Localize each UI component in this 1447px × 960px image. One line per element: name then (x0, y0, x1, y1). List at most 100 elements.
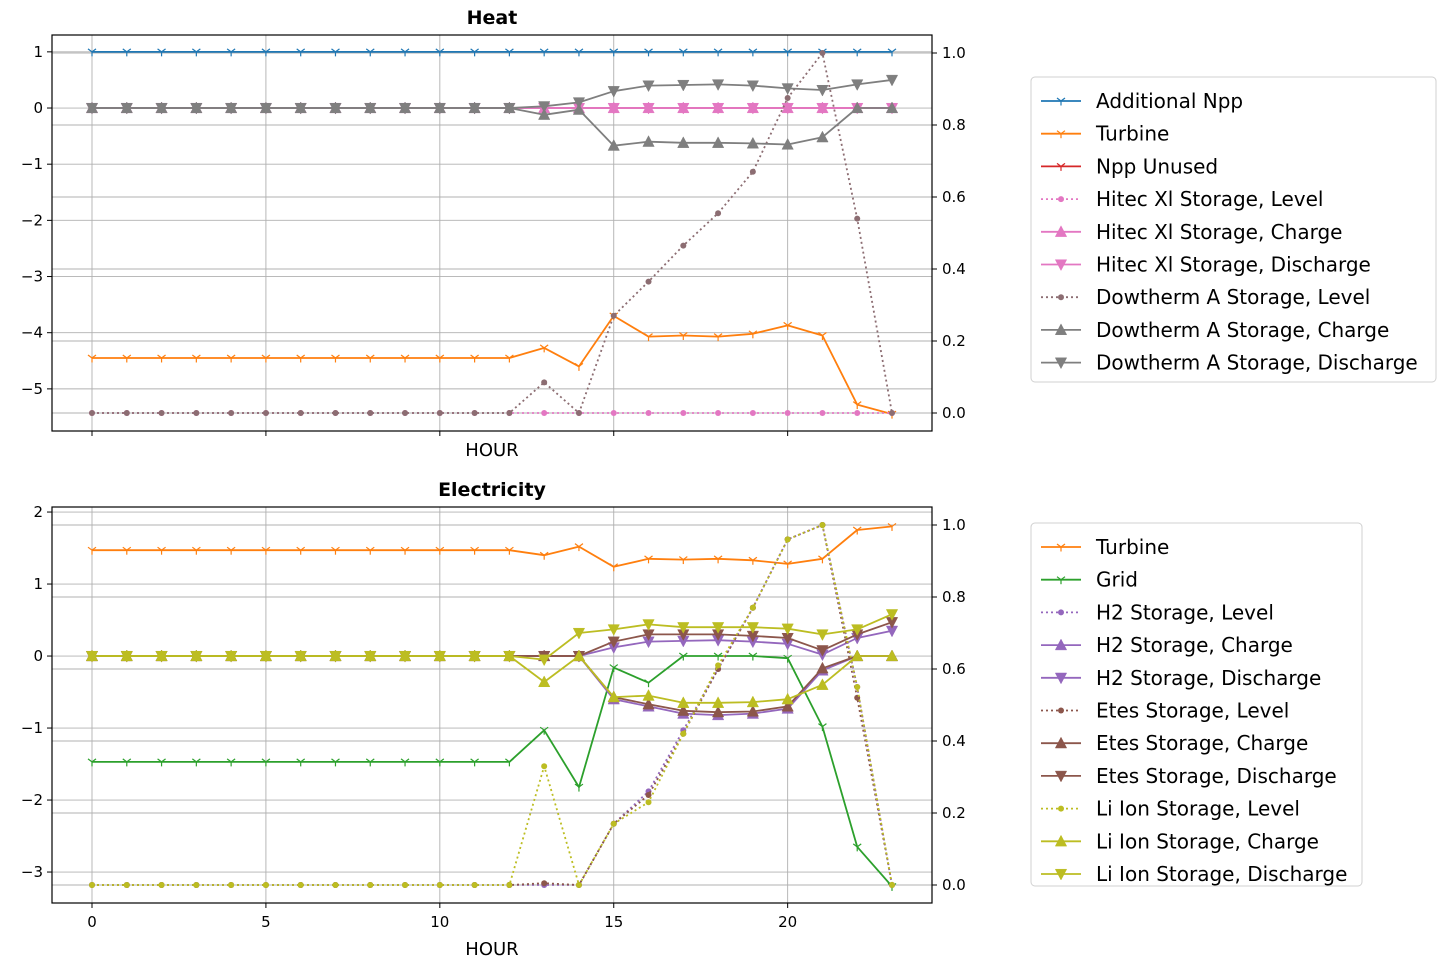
data-point-stroke (648, 679, 653, 684)
data-point (158, 882, 165, 888)
data-point (506, 410, 513, 416)
legend-item-hitec-xl-storage-discharge: Hitec Xl Storage, Discharge (1041, 253, 1371, 277)
x-axis-label: HOUR (465, 939, 518, 960)
legend-marker (1056, 543, 1066, 552)
data-point (398, 102, 412, 115)
y-tick-label-right: 0.6 (942, 660, 966, 678)
data-point (642, 689, 655, 701)
y-tick-label-left: −2 (21, 211, 43, 229)
data-point-stroke (543, 551, 549, 556)
data-point-stroke (682, 556, 688, 561)
x-axis (91, 431, 789, 436)
legend-marker (1054, 259, 1068, 272)
data-point-stroke (439, 546, 445, 551)
legend-item-li-ion-storage-level: Li Ion Storage, Level (1041, 797, 1300, 821)
legend-marker-stroke (1060, 162, 1066, 167)
data-point-stroke (435, 758, 441, 763)
data-point (505, 758, 514, 767)
series-line (92, 655, 892, 714)
gridlines (52, 507, 932, 903)
legend-label: Hitec Xl Storage, Charge (1096, 220, 1342, 244)
y-axis-left: 2 1 0 −1 −2 −3 (21, 503, 52, 881)
data-point (885, 74, 899, 87)
data-point-stroke (369, 758, 375, 763)
legend-item-grid: Grid (1041, 568, 1138, 592)
data-point-stroke (713, 333, 719, 338)
data-point (887, 48, 897, 57)
data-point-stroke (296, 758, 302, 763)
data-point-stroke (609, 664, 615, 669)
legend-marker (1056, 162, 1066, 171)
data-point-stroke (539, 726, 545, 731)
data-point-stroke (296, 48, 302, 53)
data-point-stroke (226, 546, 232, 551)
data-point (781, 137, 794, 150)
data-point (505, 546, 514, 555)
data-point-stroke (261, 48, 267, 53)
data-point (715, 210, 722, 217)
data-point (331, 546, 340, 555)
data-point (193, 410, 200, 416)
data-point (261, 354, 271, 363)
data-point-stroke (752, 556, 758, 561)
data-point (574, 783, 584, 792)
data-point-stroke (891, 522, 897, 527)
legend-label: Etes Storage, Level (1096, 699, 1289, 723)
data-point (226, 546, 236, 555)
data-point-stroke (331, 48, 336, 53)
data-point (851, 79, 864, 91)
data-point (711, 102, 725, 115)
legend-label: H2 Storage, Discharge (1096, 666, 1321, 690)
legend-marker (1054, 225, 1068, 237)
y-tick-label-right: 0.0 (942, 876, 966, 894)
data-point (610, 410, 617, 416)
data-point (122, 48, 132, 57)
data-point-stroke (474, 354, 479, 359)
data-point-stroke (783, 560, 789, 565)
data-point (889, 882, 895, 888)
data-point-stroke (335, 48, 340, 53)
data-point-stroke (400, 546, 406, 551)
legend-frame (1030, 76, 1437, 383)
legend-label: H2 Storage, Charge (1096, 633, 1293, 657)
data-point (818, 723, 827, 732)
data-point (503, 650, 516, 663)
data-point-stroke (713, 555, 719, 560)
data-point (538, 108, 551, 120)
legend-marker (1058, 707, 1064, 714)
data-point-stroke (400, 354, 406, 359)
data-point-stroke (91, 546, 97, 551)
data-point-stroke (748, 48, 754, 53)
data-point (193, 882, 200, 888)
data-point (541, 379, 548, 386)
data-point (781, 692, 794, 705)
data-point-stroke (574, 783, 580, 788)
data-point (364, 102, 377, 115)
data-point-stroke (648, 333, 653, 338)
data-point-stroke (435, 354, 441, 359)
data-point-stroke (191, 354, 197, 359)
data-point (607, 624, 620, 636)
data-point (816, 678, 829, 690)
data-point-stroke (335, 354, 340, 359)
data-point (87, 758, 97, 767)
data-point (400, 758, 410, 767)
data-point (572, 649, 586, 662)
y-axis-right: 1.0 0.8 0.6 0.4 0.2 0.0 (932, 44, 966, 422)
data-point (436, 410, 443, 416)
data-point-stroke (505, 48, 510, 53)
data-point (746, 704, 759, 717)
data-point-stroke (578, 48, 584, 53)
legend-marker (1054, 672, 1068, 685)
legend-label: Li Ion Storage, Charge (1096, 829, 1319, 853)
data-point (781, 623, 794, 636)
data-point-stroke (226, 758, 232, 763)
data-point (435, 758, 445, 767)
data-point (538, 675, 551, 688)
data-point-stroke (509, 546, 514, 551)
data-point (539, 344, 549, 353)
data-point-stroke (331, 354, 336, 359)
data-point (607, 139, 620, 151)
data-point (226, 48, 236, 57)
data-point (715, 410, 722, 416)
